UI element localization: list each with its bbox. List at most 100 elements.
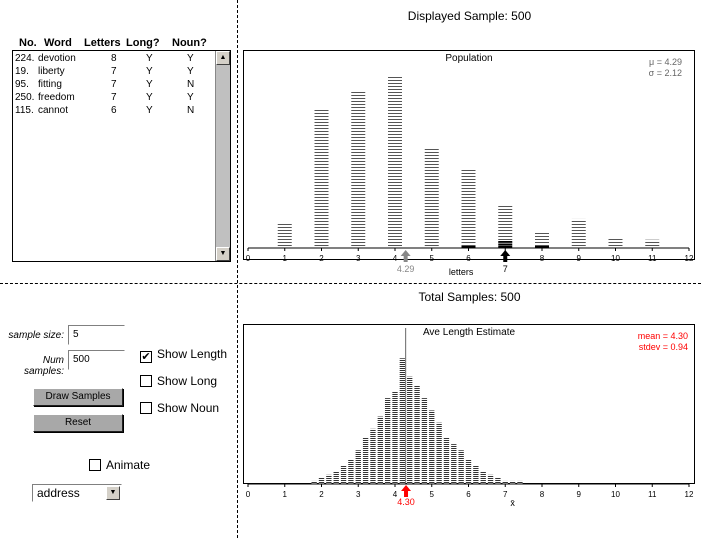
num-samples-input[interactable]: 500	[68, 350, 125, 370]
population-sample-marker-label: 7	[503, 264, 508, 274]
sample-mean-bar	[326, 474, 332, 484]
sample-mean-bar	[340, 465, 347, 484]
population-x-tick-label: 1	[283, 254, 288, 263]
sample-mean-bar	[509, 480, 516, 484]
animate-check-icon[interactable]	[89, 459, 101, 471]
show-length-checkbox[interactable]: ✔ Show Length	[140, 347, 227, 363]
sample-mean-bar	[517, 480, 523, 484]
sampling-x-axis-label: x̄	[510, 498, 515, 508]
sampling-x-tick-label: 1	[283, 490, 288, 499]
cell-noun: Y	[187, 66, 194, 77]
sample-mean-bar	[392, 392, 398, 484]
num-samples-label: Num samples:	[23, 355, 64, 377]
dataset-select[interactable]: address ▼	[32, 484, 122, 502]
cell-word: devotion	[38, 53, 76, 64]
population-x-tick-label: 9	[577, 254, 582, 263]
sampling-x-tick-label: 6	[466, 490, 471, 499]
cell-no: 95.	[15, 79, 29, 90]
reset-button[interactable]: Reset	[33, 414, 123, 432]
sample-mean-bar	[370, 428, 376, 484]
sampling-x-tick-label: 5	[430, 490, 435, 499]
sampling-x-tick-label: 8	[540, 490, 545, 499]
sample-mean-bar	[473, 465, 479, 484]
cell-no: 19.	[15, 66, 29, 77]
ave-length-chart-title: Ave Length Estimate	[422, 327, 516, 338]
chevron-down-icon[interactable]: ▼	[106, 486, 120, 500]
cell-word: fitting	[38, 79, 62, 90]
cell-noun: N	[187, 105, 195, 116]
show-noun-label: Show Noun	[157, 401, 220, 415]
show-length-check-icon[interactable]: ✔	[140, 351, 152, 363]
population-sample-highlight	[498, 243, 513, 245]
cell-noun: Y	[187, 92, 194, 103]
column-header-letters: Letters	[84, 37, 121, 49]
sample-size-label: sample size:	[8, 330, 64, 341]
population-bar	[498, 204, 513, 248]
draw-samples-button[interactable]: Draw Samples	[33, 388, 123, 406]
word-list-scrollbar[interactable]: ▲ ▼	[215, 51, 230, 261]
sample-mean-bar	[355, 450, 361, 484]
population-sample-arrow-icon	[500, 250, 511, 262]
ave-length-chart: 0 1 2 3 4 5 6 7 8 9 10 11 124.30 x̄	[246, 328, 694, 508]
animate-label: Animate	[106, 458, 151, 472]
cell-letters: 6	[111, 105, 117, 116]
sample-mean-bar	[318, 477, 325, 484]
sampling-x-tick-label: 11	[648, 490, 657, 499]
cell-no: 250.	[15, 92, 35, 103]
show-noun-check-icon[interactable]	[140, 402, 152, 414]
cell-no: 115.	[15, 105, 34, 116]
population-x-tick-label: 11	[648, 254, 657, 263]
sample-mean-bar	[436, 422, 442, 484]
sample-mean-bar	[458, 450, 464, 484]
column-header-noun: Noun?	[172, 37, 207, 49]
cell-long: Y	[146, 92, 153, 103]
column-header-long: Long?	[126, 37, 160, 49]
sampling-mean-label: mean = 4.30	[637, 331, 688, 341]
scroll-up-arrow-icon[interactable]: ▲	[216, 51, 230, 65]
population-bar	[388, 75, 402, 249]
displayed-sample-label: Displayed Sample: 500	[407, 9, 532, 23]
population-x-tick-label: 0	[246, 254, 251, 263]
list-item[interactable]: 224. devotion 8 Y Y	[15, 53, 215, 66]
population-x-tick-label: 4	[393, 254, 398, 263]
list-item[interactable]: 95. fitting 7 Y N	[15, 79, 215, 92]
cell-long: Y	[146, 79, 153, 90]
population-x-tick-label: 2	[319, 254, 324, 263]
scroll-down-arrow-icon[interactable]: ▼	[216, 247, 230, 261]
sample-mean-bar	[377, 416, 383, 484]
sample-size-input[interactable]: 5	[68, 325, 125, 345]
cell-word: liberty	[38, 66, 65, 77]
sample-mean-bar	[502, 480, 508, 484]
sample-mean-bar	[495, 477, 501, 484]
show-long-check-icon[interactable]	[140, 375, 152, 387]
animate-checkbox[interactable]: Animate	[89, 458, 150, 472]
cell-word: freedom	[38, 92, 75, 103]
sample-mean-bar	[487, 474, 494, 484]
population-mean-marker-label: 4.29	[397, 264, 415, 274]
population-bar	[461, 169, 476, 248]
sampling-x-tick-label: 12	[685, 490, 694, 499]
cell-noun: N	[187, 79, 195, 90]
sampling-x-tick-label: 4	[393, 490, 398, 499]
sampling-mean-marker-label: 4.30	[397, 497, 415, 507]
list-item[interactable]: 19. liberty 7 Y Y	[15, 66, 215, 79]
horizontal-divider	[0, 283, 701, 284]
population-sample-highlight	[498, 246, 513, 248]
vertical-divider	[237, 0, 238, 538]
cell-long: Y	[146, 105, 153, 116]
show-long-checkbox[interactable]: Show Long	[140, 374, 217, 388]
population-sample-highlight	[461, 246, 476, 248]
sample-mean-bar	[399, 358, 406, 484]
show-length-label: Show Length	[157, 347, 228, 361]
dataset-select-value: address	[37, 486, 80, 500]
list-item[interactable]: 115. cannot 6 Y N	[15, 105, 215, 118]
list-item[interactable]: 250. freedom 7 Y Y	[15, 92, 215, 105]
cell-no: 224.	[15, 53, 35, 64]
population-bar	[645, 239, 660, 248]
population-x-tick-label: 8	[540, 254, 545, 263]
population-x-tick-label: 12	[685, 254, 694, 263]
word-list[interactable]: 224. devotion 8 Y Y 19. liberty 7 Y Y 95. fitting 7 Y…	[12, 50, 231, 262]
population-x-tick-label: 10	[611, 254, 620, 263]
show-noun-checkbox[interactable]: Show Noun	[140, 401, 219, 415]
